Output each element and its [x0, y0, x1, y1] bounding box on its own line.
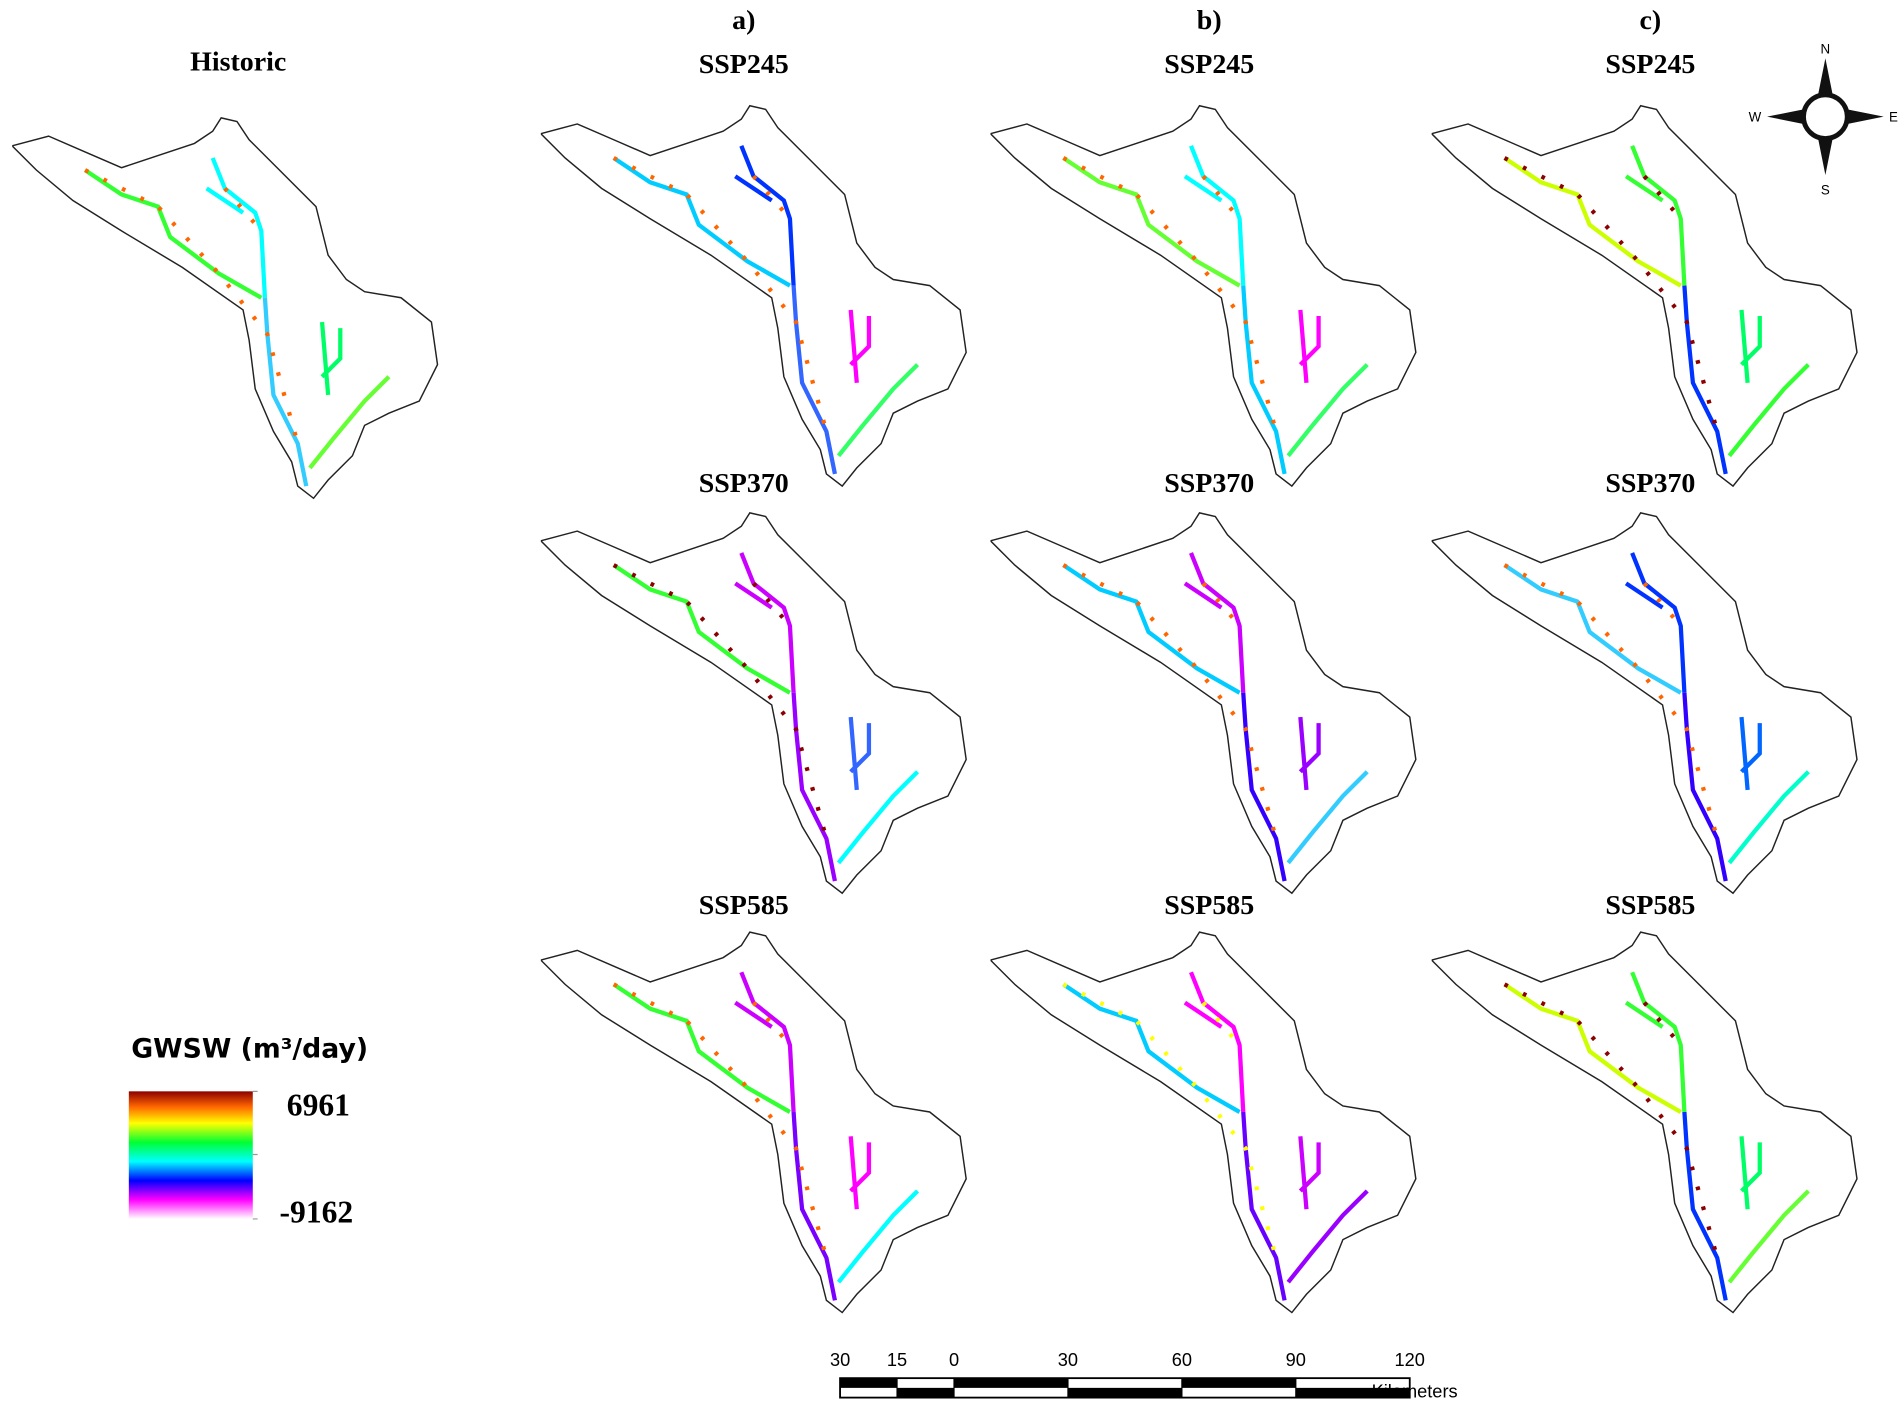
watershed-outline: [540, 931, 967, 1314]
column-label: a): [732, 5, 755, 36]
watershed-map: [540, 105, 967, 487]
watershed-map: [12, 117, 439, 500]
scale-label: 15: [887, 1350, 907, 1370]
watershed-outline: [990, 105, 1417, 487]
scale-segment: [1181, 1378, 1296, 1388]
scale-bar: 30 15 0 30 60 90 120 Kilometers: [830, 1350, 1458, 1402]
map-layout: Historic GWSW (m³/day) 6961 -9162 N S E …: [12, 5, 1898, 1402]
watershed-map: [990, 105, 1417, 487]
scale-label: 30: [830, 1350, 850, 1370]
compass-w: W: [1749, 110, 1762, 125]
scale-label: 120: [1395, 1350, 1425, 1370]
watershed-outline: [1431, 105, 1858, 487]
panel-title: SSP585: [1164, 890, 1254, 921]
watershed-outline: [990, 931, 1417, 1314]
stream-network: [1504, 145, 1809, 474]
stream-network: [1063, 972, 1368, 1301]
stream-network: [1063, 552, 1368, 882]
watershed-map: [540, 931, 967, 1314]
watershed-outline: [1431, 512, 1858, 894]
scale-label: 30: [1058, 1350, 1078, 1370]
compass: N S E W: [1749, 41, 1898, 197]
watershed-outline: [540, 105, 967, 487]
legend-min: -9162: [280, 1195, 354, 1230]
watershed-map: [540, 512, 967, 894]
scale-label: 0: [949, 1350, 959, 1370]
watershed-map: [1431, 931, 1858, 1314]
stream-network: [1504, 552, 1809, 882]
panel-title: SSP370: [1605, 468, 1695, 499]
watershed-outline: [990, 512, 1417, 894]
stream-network: [613, 552, 918, 882]
scale-segment: [954, 1378, 1068, 1388]
panel-title: SSP245: [1605, 49, 1695, 80]
stream-network: [1504, 972, 1809, 1301]
legend-ramp: [128, 1091, 253, 1219]
panel-title: SSP585: [699, 890, 789, 921]
watershed-map: [1431, 512, 1858, 894]
panel-title: Historic: [190, 46, 286, 77]
watershed-outline: [1431, 931, 1858, 1314]
scale-unit: Kilometers: [1372, 1382, 1458, 1402]
panel-title: SSP370: [1164, 468, 1254, 499]
column-label: c): [1640, 5, 1662, 36]
legend-ticks: [252, 1090, 258, 1220]
column-label: b): [1197, 5, 1222, 36]
stream-network: [1063, 145, 1368, 474]
stream-network: [613, 145, 918, 474]
legend-title: GWSW (m³/day): [131, 1033, 368, 1064]
panel-title: SSP245: [1164, 49, 1254, 80]
scale-segment: [1067, 1387, 1182, 1398]
scale-label: 60: [1172, 1350, 1192, 1370]
watershed-map: [990, 931, 1417, 1314]
watershed-map: [1431, 105, 1858, 487]
stream-network: [85, 157, 389, 487]
watershed-outline: [540, 512, 967, 894]
scale-segment: [897, 1387, 955, 1398]
compass-e: E: [1889, 110, 1898, 125]
panel-title: SSP370: [699, 468, 789, 499]
panel-title: SSP585: [1605, 890, 1695, 921]
panel-title: SSP245: [699, 49, 789, 80]
stream-network: [613, 972, 918, 1301]
compass-s: S: [1821, 182, 1830, 197]
watershed-outline: [12, 117, 439, 500]
compass-n: N: [1821, 41, 1831, 56]
legend-max: 6961: [287, 1088, 350, 1123]
scale-segment: [1295, 1387, 1410, 1398]
scale-label: 90: [1286, 1350, 1306, 1370]
watershed-map: [990, 512, 1417, 894]
scale-segment: [840, 1378, 898, 1388]
